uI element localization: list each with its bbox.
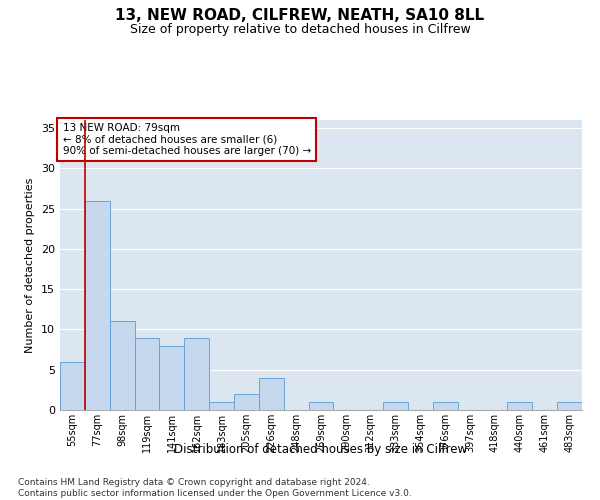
Text: 13 NEW ROAD: 79sqm
← 8% of detached houses are smaller (6)
90% of semi-detached : 13 NEW ROAD: 79sqm ← 8% of detached hous… [62,123,311,156]
Bar [383,402,408,410]
Text: Contains HM Land Registry data © Crown copyright and database right 2024.
Contai: Contains HM Land Registry data © Crown c… [18,478,412,498]
Text: Distribution of detached houses by size in Cilfrew: Distribution of detached houses by size … [175,442,467,456]
Bar [433,402,458,410]
Bar [234,394,259,410]
Bar [308,402,334,410]
Bar [110,322,134,410]
Bar [160,346,184,410]
Bar [60,362,85,410]
Bar [259,378,284,410]
Y-axis label: Number of detached properties: Number of detached properties [25,178,35,352]
Text: 13, NEW ROAD, CILFREW, NEATH, SA10 8LL: 13, NEW ROAD, CILFREW, NEATH, SA10 8LL [115,8,485,22]
Bar [85,200,110,410]
Bar [209,402,234,410]
Text: Size of property relative to detached houses in Cilfrew: Size of property relative to detached ho… [130,22,470,36]
Bar [557,402,582,410]
Bar [508,402,532,410]
Bar [184,338,209,410]
Bar [134,338,160,410]
